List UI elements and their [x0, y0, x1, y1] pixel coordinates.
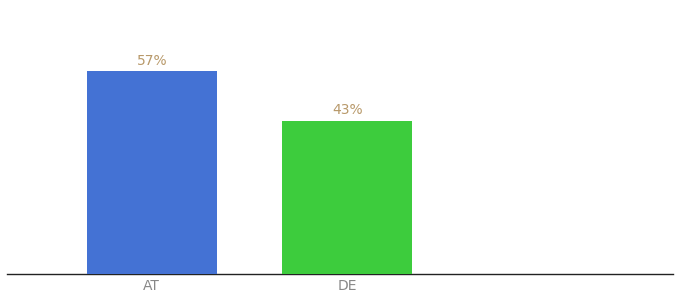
Text: 57%: 57% [137, 53, 167, 68]
Bar [282, 121, 412, 274]
Text: 43%: 43% [332, 103, 362, 117]
Bar [86, 71, 217, 274]
